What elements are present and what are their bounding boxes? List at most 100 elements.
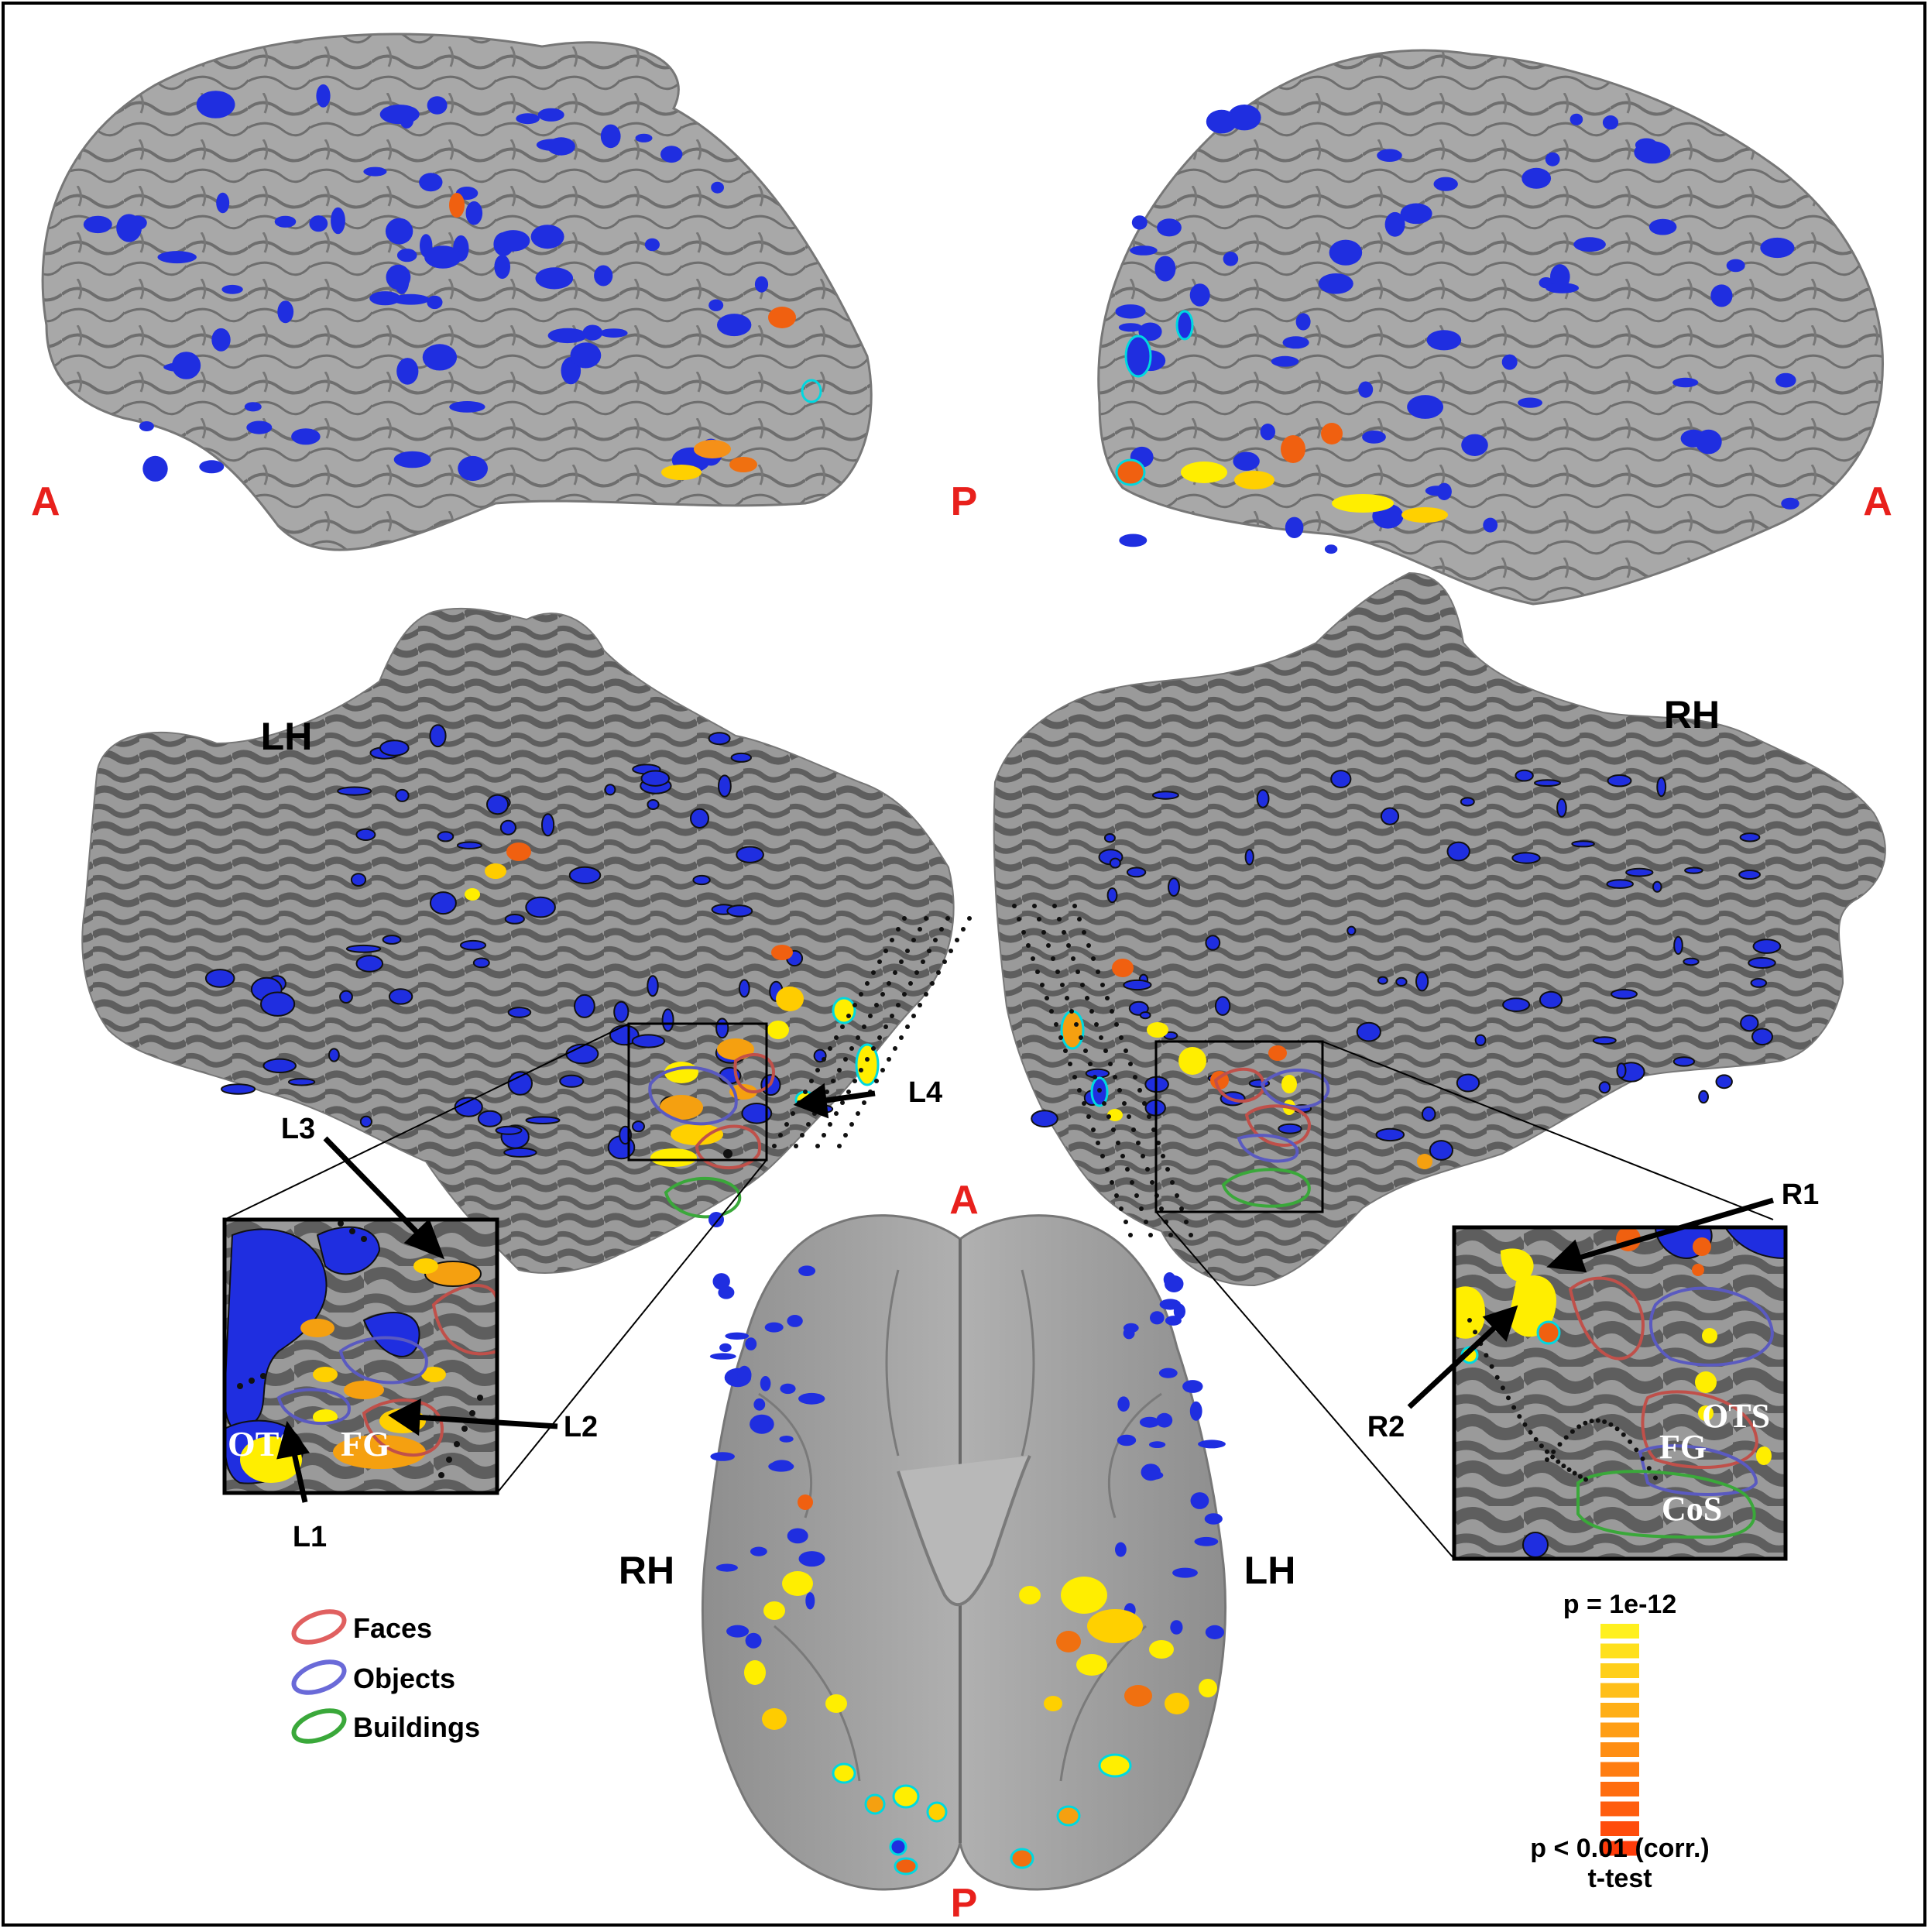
activation-cluster	[750, 1414, 774, 1434]
activation-cluster	[216, 192, 230, 214]
activation-cluster	[262, 1058, 297, 1074]
activation-cluster	[1214, 996, 1231, 1016]
boundary-dot	[822, 1133, 826, 1138]
activation-cluster	[1182, 1380, 1203, 1393]
activation-cluster	[1415, 971, 1429, 992]
activation-cluster	[1501, 354, 1518, 370]
activation-cluster	[787, 1528, 808, 1544]
activation-cluster	[568, 866, 602, 885]
colorbar-segment	[1600, 1624, 1639, 1639]
right-lateral-anterior-label: A	[1863, 479, 1892, 524]
significance-colorbar: p = 1e-12 p < 0.01 (corr.) t-test	[1530, 1590, 1710, 1893]
activation-cluster	[711, 181, 724, 194]
boundary-dot	[905, 949, 910, 953]
boundary-dot	[1071, 956, 1075, 961]
boundary-dot	[1124, 1220, 1128, 1224]
right-lateral-negative-clusters	[1115, 105, 1799, 554]
callout-arrows	[276, 1083, 1774, 1503]
activation-cluster	[328, 1048, 340, 1062]
activation-cluster	[1460, 797, 1475, 807]
activation-cluster	[726, 1625, 750, 1638]
activation-cluster	[422, 344, 458, 371]
activation-cluster	[715, 1563, 738, 1572]
activation-cluster	[1539, 990, 1563, 1009]
activation-cluster	[779, 1436, 794, 1443]
boundary-dot	[1583, 1477, 1588, 1482]
boundary-dot	[1511, 1405, 1517, 1410]
boundary-dot	[1110, 1009, 1114, 1014]
activation-cluster	[1149, 1441, 1166, 1448]
boundary-dot	[1147, 1114, 1151, 1119]
boundary-dot	[1105, 996, 1110, 1000]
boundary-dot	[918, 927, 922, 932]
boundary-dot	[914, 970, 919, 975]
activation-cluster	[437, 831, 455, 842]
activation-cluster	[745, 1632, 762, 1649]
activation-cluster	[1205, 935, 1221, 951]
activation-cluster	[1656, 777, 1667, 798]
activation-cluster	[1760, 237, 1795, 259]
boundary-dot	[1086, 1114, 1091, 1119]
activation-cluster	[661, 1008, 674, 1032]
activation-cluster	[83, 215, 112, 234]
roi-legend: Faces Objects Buildings	[291, 1609, 480, 1744]
activation-cluster	[709, 1353, 736, 1360]
left-lateral-positive-clusters	[449, 193, 822, 480]
activation-cluster	[503, 1147, 537, 1158]
activation-cluster	[1119, 534, 1148, 547]
activation-cluster	[1330, 770, 1352, 788]
activation-cluster	[345, 944, 382, 953]
activation-cluster	[1358, 381, 1374, 398]
activation-cluster	[459, 939, 487, 951]
boundary-dot	[1096, 1141, 1100, 1145]
boundary-dot	[924, 992, 928, 997]
activation-cluster	[1684, 866, 1703, 874]
activation-cluster	[246, 420, 273, 434]
boundary-dot	[1012, 904, 1017, 908]
activation-cluster	[1545, 152, 1560, 166]
activation-cluster	[142, 455, 168, 482]
activation-cluster	[1710, 284, 1733, 307]
boundary-dot	[1506, 1395, 1511, 1401]
boundary-dot	[1128, 1062, 1133, 1066]
boundary-dot	[1467, 1318, 1472, 1323]
activation-cluster	[221, 284, 243, 294]
left-inset-clusters	[225, 1220, 497, 1484]
boundary-dot	[880, 1068, 885, 1072]
activation-cluster	[495, 1125, 523, 1135]
activation-cluster	[1189, 283, 1210, 307]
activation-cluster	[1515, 769, 1534, 782]
activation-cluster	[1138, 322, 1162, 341]
right-inset-ots-label: OTS	[1702, 1397, 1770, 1435]
ventral-posterior-label: P	[951, 1881, 978, 1926]
boundary-dot	[1075, 969, 1080, 974]
boundary-dot	[1583, 1420, 1588, 1426]
boundary-dot	[784, 1122, 789, 1127]
activation-cluster	[525, 896, 556, 918]
activation-cluster	[204, 969, 235, 988]
activation-cluster	[738, 979, 750, 998]
activation-cluster	[392, 293, 430, 305]
callout-label-l2: L2	[564, 1411, 598, 1443]
boundary-dot	[1086, 943, 1091, 948]
boundary-dot	[1082, 1101, 1086, 1106]
activation-cluster	[1456, 1073, 1480, 1093]
boundary-dot	[831, 1079, 835, 1083]
activation-cluster	[604, 784, 616, 796]
activation-cluster	[726, 904, 753, 918]
boundary-dot	[1522, 1422, 1528, 1427]
activation-cluster	[1173, 1303, 1185, 1319]
activation-cluster	[388, 988, 413, 1005]
activation-cluster	[1433, 177, 1458, 191]
activation-cluster	[1295, 313, 1311, 331]
boundary-dot	[1021, 930, 1026, 935]
boundary-dot	[871, 1046, 876, 1051]
boundary-dot	[1093, 1075, 1097, 1079]
boundary-dot	[1057, 917, 1062, 921]
boundary-dot	[1060, 983, 1065, 987]
boundary-dot	[874, 1079, 879, 1083]
activation-cluster	[1115, 1542, 1127, 1557]
activation-cluster	[631, 1034, 666, 1048]
activation-cluster	[1164, 1275, 1184, 1292]
